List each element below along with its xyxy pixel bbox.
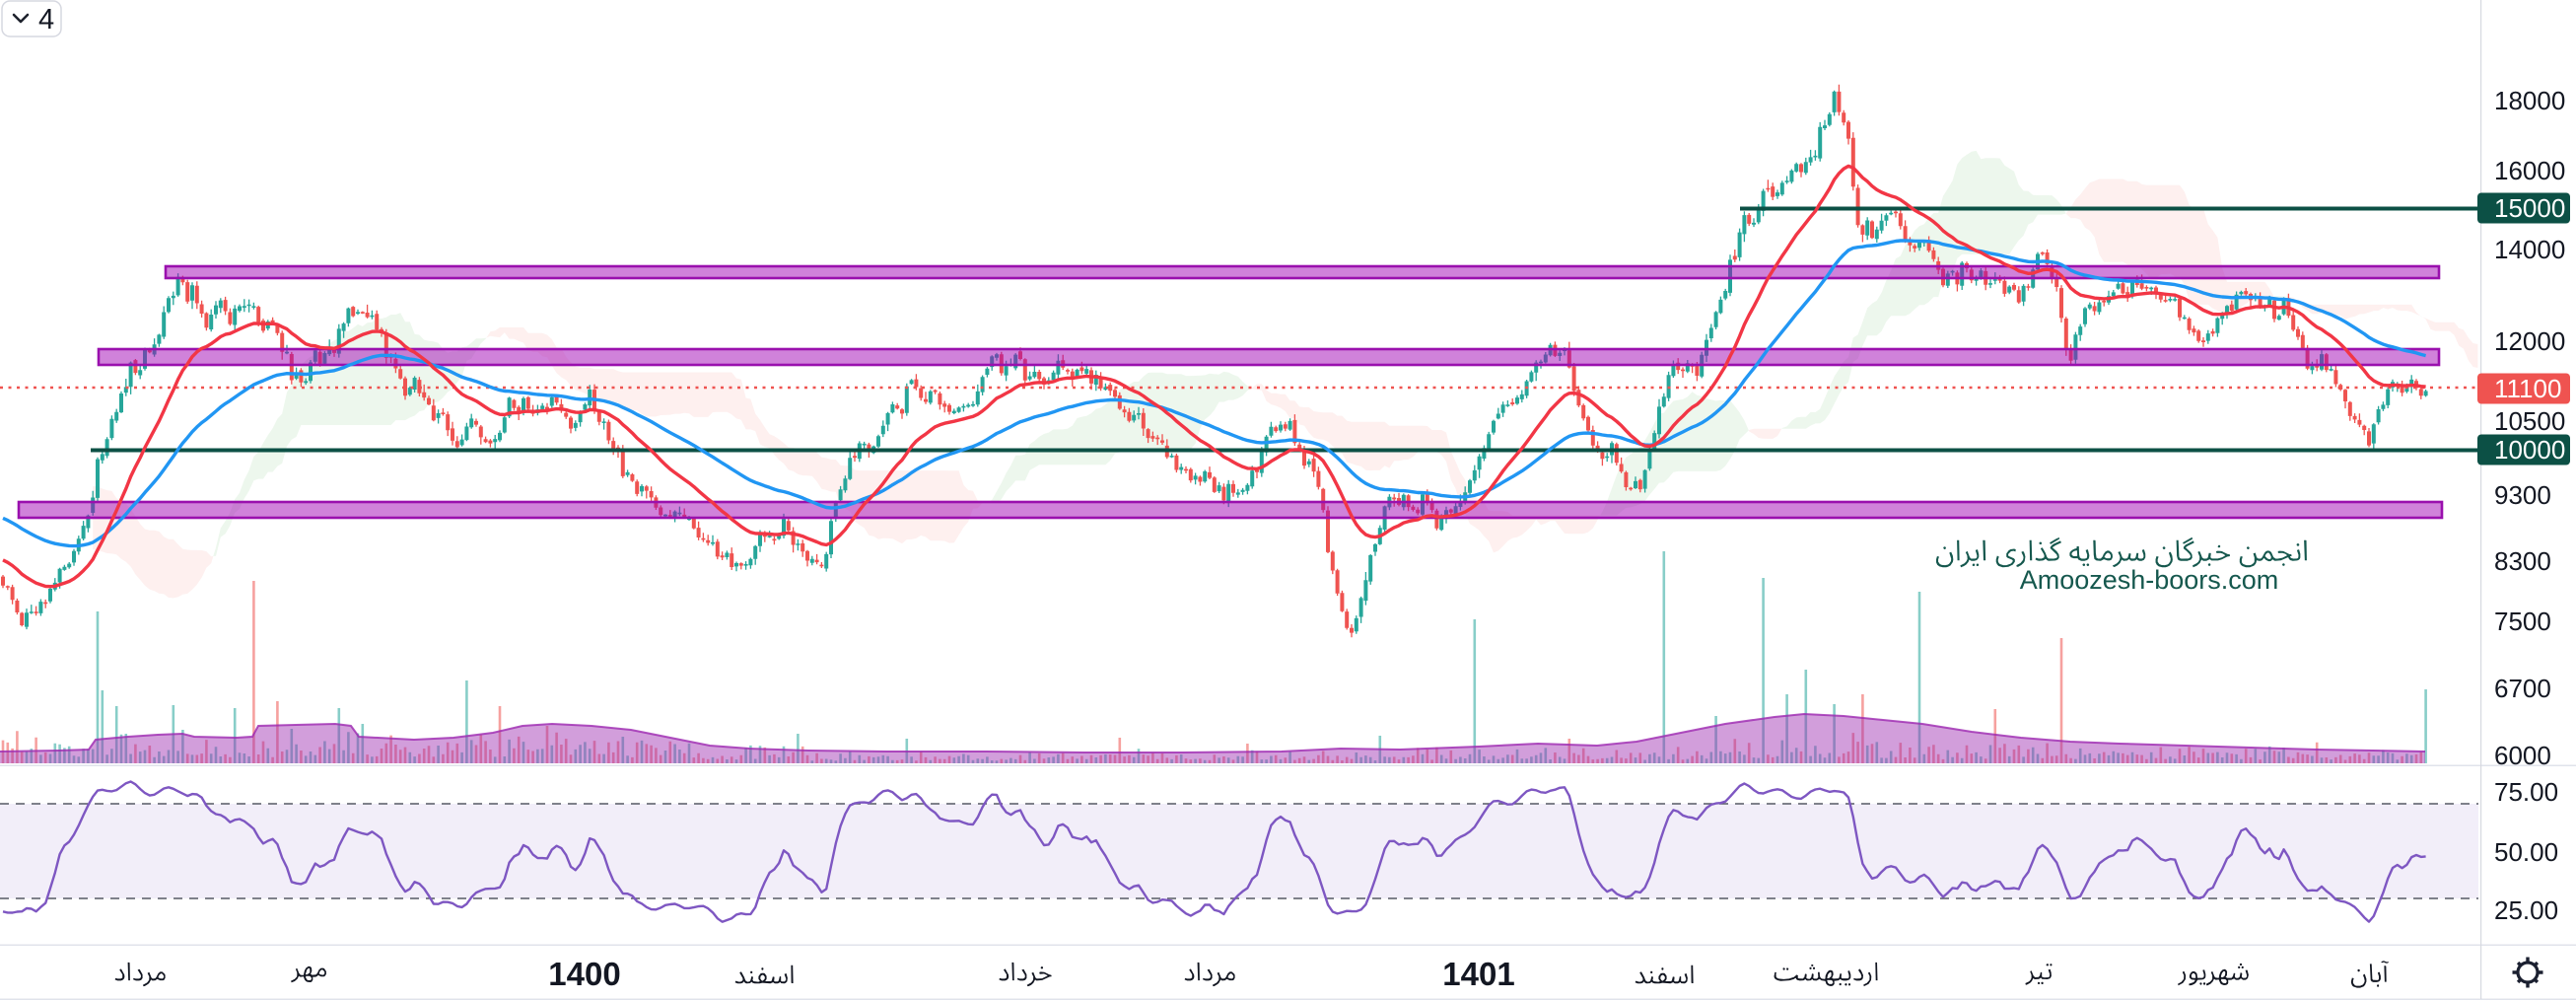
svg-text:7500: 7500 xyxy=(2494,607,2551,636)
svg-text:11100: 11100 xyxy=(2494,374,2561,403)
svg-text:6700: 6700 xyxy=(2494,674,2551,703)
svg-text:12000: 12000 xyxy=(2494,326,2565,356)
svg-text:1400: 1400 xyxy=(548,956,620,992)
svg-text:50.00: 50.00 xyxy=(2494,837,2558,867)
svg-text:8300: 8300 xyxy=(2494,546,2551,576)
svg-text:4: 4 xyxy=(38,4,54,36)
svg-text:16000: 16000 xyxy=(2494,156,2565,185)
svg-text:10500: 10500 xyxy=(2494,406,2565,436)
svg-text:6000: 6000 xyxy=(2494,741,2551,770)
svg-text:9300: 9300 xyxy=(2494,480,2551,510)
svg-text:75.00: 75.00 xyxy=(2494,777,2558,807)
svg-text:Amoozesh-boors.com: Amoozesh-boors.com xyxy=(2020,565,2279,595)
svg-text:1401: 1401 xyxy=(1442,956,1514,992)
svg-text:10000: 10000 xyxy=(2494,435,2565,465)
svg-text:14000: 14000 xyxy=(2494,235,2565,264)
svg-text:15000: 15000 xyxy=(2494,193,2565,223)
svg-text:25.00: 25.00 xyxy=(2494,895,2558,925)
svg-text:18000: 18000 xyxy=(2494,86,2565,115)
